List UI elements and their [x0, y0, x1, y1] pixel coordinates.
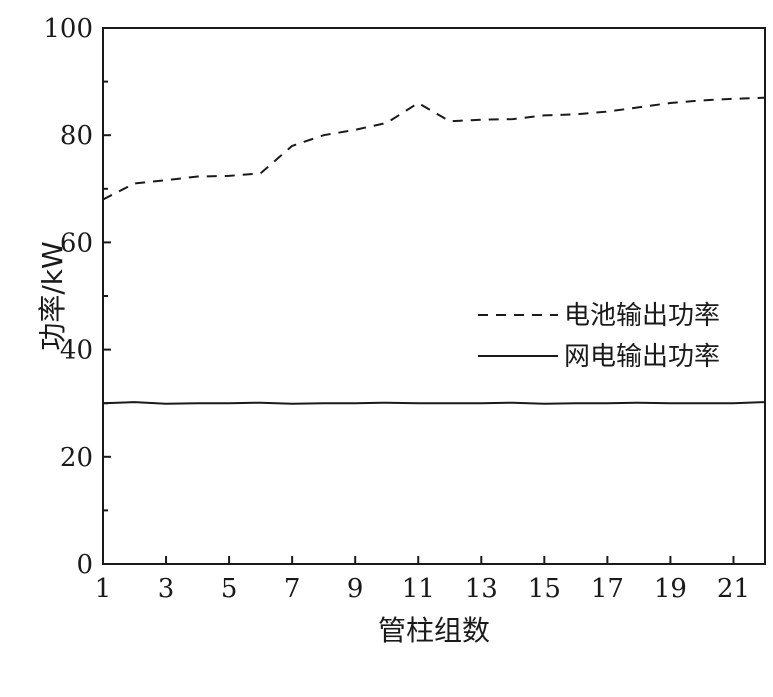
x-tick-label-9: 9 — [347, 574, 364, 604]
x-tick-label-17: 17 — [591, 574, 624, 604]
y-axis-ticks: 0 20 40 60 80 100 — [43, 14, 111, 580]
legend-label-battery: 电池输出功率 — [564, 301, 720, 331]
y-axis-title: 功率/kW — [36, 241, 69, 350]
series-lines — [102, 96, 766, 405]
x-tick-label-5: 5 — [221, 574, 238, 604]
plot-frame — [102, 27, 766, 565]
legend-label-grid: 网电输出功率 — [564, 342, 720, 372]
y-tick-label-60: 60 — [60, 228, 93, 258]
y-tick-label-40: 40 — [60, 336, 93, 366]
x-tick-label-15: 15 — [528, 574, 561, 604]
y-tick-label-100: 100 — [43, 14, 93, 44]
x-tick-label-1: 1 — [95, 574, 112, 604]
x-axis-ticks: 1 3 5 7 9 11 13 15 17 19 21 — [95, 556, 750, 604]
y-tick-label-0: 0 — [76, 550, 93, 580]
x-axis-title: 管柱组数 — [378, 614, 490, 647]
y-tick-label-80: 80 — [60, 121, 93, 151]
x-tick-label-19: 19 — [654, 574, 687, 604]
x-tick-label-3: 3 — [158, 574, 175, 604]
legend: 电池输出功率 网电输出功率 — [478, 301, 720, 372]
x-tick-label-21: 21 — [717, 574, 750, 604]
x-tick-label-11: 11 — [402, 574, 435, 604]
series-line-grid — [102, 401, 766, 405]
series-line-battery — [102, 96, 766, 201]
y-tick-label-20: 20 — [60, 443, 93, 473]
x-tick-label-13: 13 — [465, 574, 498, 604]
x-tick-label-7: 7 — [284, 574, 301, 604]
